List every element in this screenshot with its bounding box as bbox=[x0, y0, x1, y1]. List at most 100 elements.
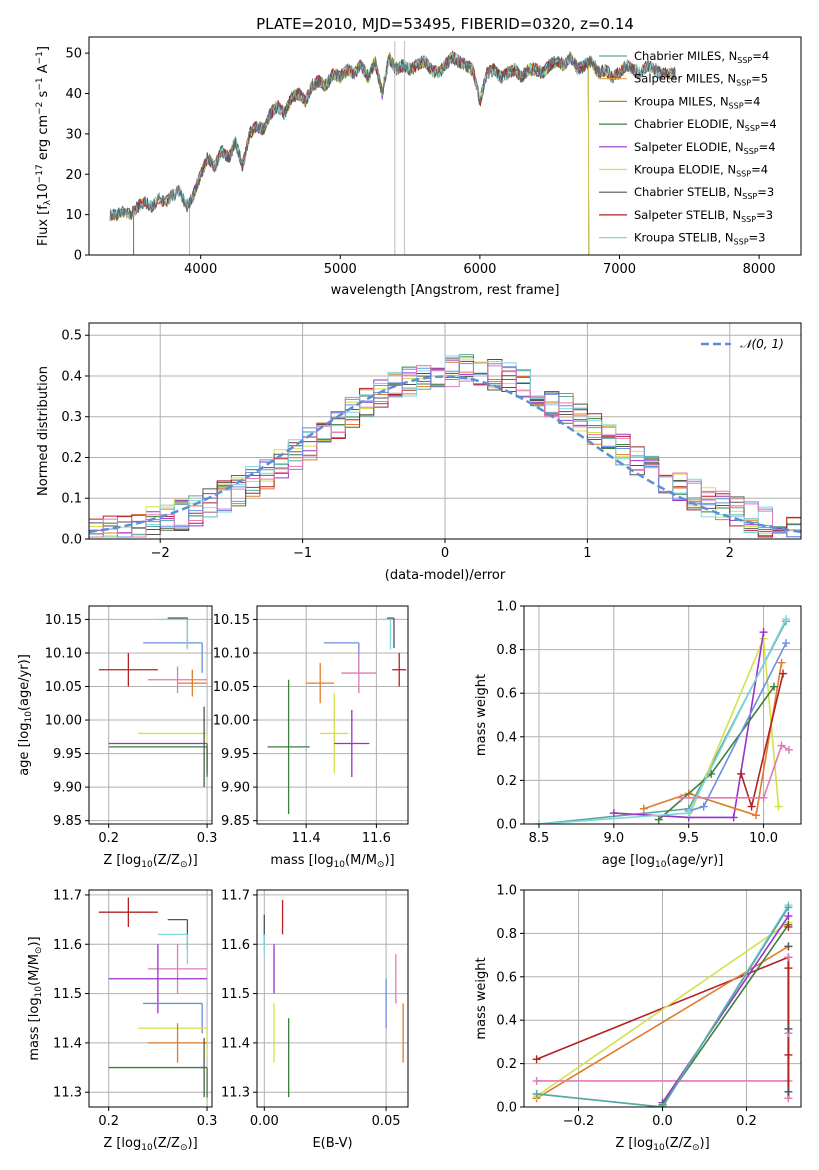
y-tick-label: 0.8 bbox=[496, 927, 517, 942]
legend-suffix: =5 bbox=[751, 72, 768, 86]
y-tick-label: 0.0 bbox=[496, 818, 517, 833]
series-line bbox=[536, 921, 789, 1097]
y-tick-label: 11.4 bbox=[221, 1036, 250, 1051]
mass-vs-EBV-panel: 0.00 0.05 11.3 11.4 11.5 11.6 11.7 E(B-V) bbox=[221, 888, 409, 1151]
x-axis-label: age [log10(age/yr)] bbox=[602, 853, 724, 870]
x-tick-label: 0.0 bbox=[652, 1114, 673, 1129]
legend-suffix: =4 bbox=[759, 140, 776, 154]
y-tick-label: 0.1 bbox=[61, 492, 82, 507]
x-tick-label: 0.2 bbox=[98, 1114, 119, 1129]
errorbar-group bbox=[98, 897, 208, 1098]
label-part: (Z/Z bbox=[153, 1136, 180, 1151]
legend-label: Salpeter MILES, N bbox=[634, 72, 736, 86]
mass-vs-Z-panel: 0.2 0.311.311.411.511.611.7Z [log10(Z/Z⊙)… bbox=[27, 888, 217, 1153]
x-tick-label: 7000 bbox=[603, 262, 636, 277]
legend-subscript: SSP bbox=[736, 170, 751, 179]
legend-label: Salpeter ELODIE, N bbox=[634, 140, 744, 154]
label-part: 10 bbox=[141, 1143, 153, 1153]
y-tick-label: 40 bbox=[65, 87, 82, 102]
series-line bbox=[681, 744, 790, 799]
x-axis-label: E(B-V) bbox=[312, 1136, 352, 1151]
legend-label: Kroupa STELIB, N bbox=[634, 231, 734, 245]
label-part: (age/yr)] bbox=[666, 853, 723, 868]
label-part: 10 bbox=[141, 860, 153, 870]
model-spectrum-line bbox=[189, 52, 590, 255]
x-axis-label: mass [log10(M/M⊙)] bbox=[270, 853, 394, 870]
label-part: s bbox=[36, 90, 51, 101]
x-tick-label: −0.2 bbox=[563, 1114, 595, 1129]
axes-frame bbox=[523, 889, 802, 1108]
y-tick-label: 1.0 bbox=[496, 884, 517, 899]
y-tick-label: 11.5 bbox=[53, 987, 82, 1002]
x-tick-label: 11.4 bbox=[292, 831, 321, 846]
x-tick-label: 0.3 bbox=[197, 1114, 218, 1129]
axes-frame bbox=[88, 36, 802, 256]
legend-entry: Kroupa STELIB, NSSP=3 bbox=[634, 231, 765, 247]
legend-suffix: =4 bbox=[752, 49, 769, 63]
y-tick-label: 0.4 bbox=[496, 730, 517, 745]
x-tick-label: 1 bbox=[583, 546, 591, 561]
y-axis-label: mass weight bbox=[474, 674, 489, 756]
y-tick-label: 9.95 bbox=[53, 747, 82, 762]
label-part: (M/M bbox=[27, 954, 42, 986]
y-axis-label: Normed distribution bbox=[36, 366, 51, 496]
label-part: A bbox=[36, 64, 51, 77]
line-group bbox=[534, 615, 794, 824]
x-tick-label: 5000 bbox=[324, 262, 357, 277]
label-part: Z [log bbox=[615, 1136, 653, 1151]
age-vs-mass-panel: 11.4 11.6 9.85 9.90 9.95 10.00 10.05 10.10 10.15… bbox=[213, 605, 409, 870]
x-tick-label: 0.00 bbox=[250, 1114, 279, 1129]
legend-suffix: =3 bbox=[749, 231, 766, 245]
legend-entry: Kroupa ELODIE, NSSP=4 bbox=[634, 163, 768, 179]
label-part: mass [log bbox=[270, 853, 333, 868]
x-axis-label: (data-model)/error bbox=[385, 568, 506, 583]
legend-entry: Chabrier ELODIE, NSSP=4 bbox=[634, 117, 777, 133]
legend-subscript: SSP bbox=[744, 147, 759, 156]
line-group bbox=[532, 901, 793, 1107]
x-tick-label: 0.3 bbox=[197, 831, 218, 846]
y-tick-label: 10 bbox=[65, 208, 82, 223]
y-tick-label: 0.6 bbox=[496, 687, 517, 702]
y-tick-label: 1.0 bbox=[496, 600, 517, 615]
y-tick-label: 11.6 bbox=[53, 938, 82, 953]
x-tick-label: 8000 bbox=[743, 262, 776, 277]
label-part: −17 bbox=[35, 164, 45, 183]
legend-label: Chabrier MILES, N bbox=[634, 49, 737, 63]
legend-subscript: SSP bbox=[734, 238, 749, 247]
x-tick-label: −2 bbox=[151, 546, 170, 561]
label-part: 10 bbox=[655, 860, 667, 870]
label-part: ⊙ bbox=[692, 1143, 700, 1153]
y-tick-label: 11.5 bbox=[221, 987, 250, 1002]
y-tick-label: 9.90 bbox=[53, 781, 82, 796]
label-part: )] bbox=[188, 1136, 198, 1151]
y-tick-label: 11.7 bbox=[53, 888, 82, 903]
label-part: 10 bbox=[334, 860, 346, 870]
legend-entry: Salpeter STELIB, NSSP=3 bbox=[634, 208, 773, 224]
label-part: ⊙ bbox=[34, 947, 44, 955]
label-part: −1 bbox=[35, 51, 45, 64]
x-axis-label: Z [log10(Z/Z⊙)] bbox=[103, 853, 197, 870]
y-axis-label: mass weight bbox=[474, 957, 489, 1039]
y-tick-label: 10.00 bbox=[45, 714, 82, 729]
label-part: erg cm bbox=[36, 115, 51, 164]
label-part: −2 bbox=[35, 102, 45, 115]
y-tick-label: 0.2 bbox=[496, 1057, 517, 1072]
legend-suffix: =3 bbox=[756, 208, 773, 222]
y-tick-label: 11.3 bbox=[53, 1086, 82, 1101]
label-part: (Z/Z bbox=[665, 1136, 692, 1151]
label-part: ⊙ bbox=[180, 1143, 188, 1153]
mass-weight-vs-Z-panel: −0.2 0.0 0.2 0.0 0.2 0.4 0.6 0.8 1.0 Z [log10(Z/Z… bbox=[474, 884, 802, 1153]
legend-entry: Kroupa MILES, NSSP=4 bbox=[634, 94, 760, 110]
y-tick-label: 30 bbox=[65, 127, 82, 142]
label-part: age [log bbox=[17, 723, 32, 776]
y-tick-label: 0.4 bbox=[496, 1014, 517, 1029]
errorbar-group bbox=[267, 617, 407, 814]
y-tick-label: 0.3 bbox=[61, 410, 82, 425]
y-tick-label: 0 bbox=[74, 249, 82, 264]
series-line bbox=[643, 662, 783, 817]
label-part: )] bbox=[27, 936, 42, 946]
legend-suffix: =4 bbox=[760, 117, 777, 131]
legend-label: Salpeter STELIB, N bbox=[634, 208, 741, 222]
axes-frame bbox=[256, 605, 409, 825]
